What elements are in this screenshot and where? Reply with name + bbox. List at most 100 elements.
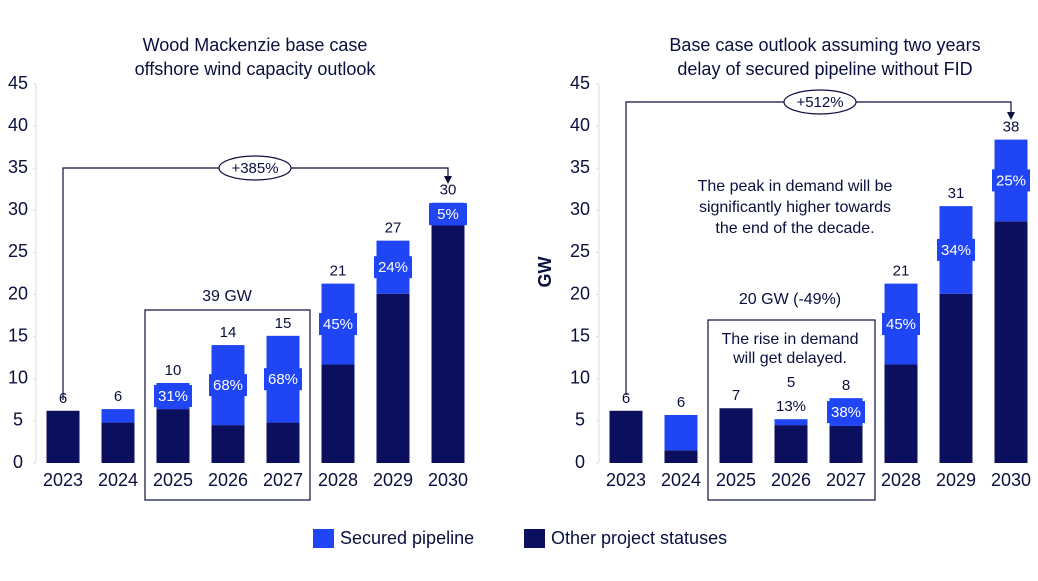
x-tick-label: 2024 <box>661 470 701 490</box>
total-label: 30 <box>440 182 457 199</box>
y-tick-label: 20 <box>570 283 590 303</box>
x-tick-label: 2028 <box>318 470 358 490</box>
bar-segment <box>46 410 80 463</box>
total-label: 7 <box>732 387 740 404</box>
total-label: 27 <box>385 220 402 237</box>
chart-title: Base case outlook assuming two years <box>669 35 980 55</box>
total-label: 14 <box>220 324 237 341</box>
bar-segment <box>321 364 355 463</box>
note: The peak in demand will be <box>698 178 893 195</box>
bar-segment <box>664 414 698 451</box>
share-badge <box>264 368 302 391</box>
x-tick-label: 2029 <box>373 470 413 490</box>
share-label: 31% <box>158 388 188 405</box>
bar-segment <box>156 409 190 463</box>
x-tick-label: 2026 <box>771 470 811 490</box>
total-label: 8 <box>842 377 850 394</box>
bar-segment <box>884 364 918 463</box>
box-note: will get delayed. <box>732 350 847 367</box>
y-tick-label: 45 <box>570 73 590 93</box>
x-tick-label: 2026 <box>208 470 248 490</box>
y-tick-label: 30 <box>8 199 28 219</box>
y-tick-label: 15 <box>8 325 28 345</box>
legend-swatch <box>313 529 334 548</box>
total-label: 6 <box>677 394 685 411</box>
note: significantly higher towards <box>699 199 891 216</box>
total-label: 6 <box>114 388 122 405</box>
y-tick-label: 5 <box>13 410 23 430</box>
bar-segment <box>994 221 1028 463</box>
total-label: 21 <box>893 263 910 280</box>
x-tick-label: 2025 <box>716 470 756 490</box>
y-tick-label: 45 <box>8 73 28 93</box>
x-tick-label: 2024 <box>98 470 138 490</box>
bar-segment <box>101 409 135 423</box>
share-label: 45% <box>323 316 353 333</box>
share-label: 25% <box>996 172 1026 189</box>
total-label: 10 <box>165 362 182 379</box>
y-tick-label: 10 <box>570 368 590 388</box>
total-label: 15 <box>275 315 292 332</box>
bar-segment <box>101 422 135 463</box>
x-tick-label: 2030 <box>991 470 1031 490</box>
y-tick-label: 5 <box>575 410 585 430</box>
x-tick-label: 2030 <box>428 470 468 490</box>
box-note: The rise in demand <box>722 331 859 348</box>
chart-title: Wood Mackenzie base case <box>143 35 368 55</box>
share-badge <box>209 374 247 397</box>
growth-label: +385% <box>231 160 278 177</box>
share-badge <box>429 203 467 226</box>
x-tick-label: 2025 <box>153 470 193 490</box>
share-badge <box>319 313 357 336</box>
y-axis-label: GW <box>535 256 555 287</box>
y-tick-label: 25 <box>8 241 28 261</box>
bar-segment <box>431 225 465 463</box>
y-tick-label: 35 <box>570 157 590 177</box>
share-label: 68% <box>268 371 298 388</box>
chart-title: delay of secured pipeline without FID <box>677 59 972 79</box>
share-badge <box>882 313 920 336</box>
total-label: 31 <box>948 185 965 202</box>
y-tick-label: 0 <box>575 452 585 472</box>
total-label: 38 <box>1003 119 1020 136</box>
x-tick-label: 2023 <box>606 470 646 490</box>
y-tick-label: 35 <box>8 157 28 177</box>
bar-segment <box>266 422 300 463</box>
bar-segment <box>664 450 698 463</box>
share-badge <box>154 385 192 408</box>
share-label: 13% <box>776 398 806 415</box>
bar-segment <box>774 419 808 426</box>
y-tick-label: 0 <box>13 452 23 472</box>
y-tick-label: 40 <box>570 115 590 135</box>
x-tick-label: 2023 <box>43 470 83 490</box>
note: the end of the decade. <box>715 220 874 237</box>
share-label: 34% <box>941 242 971 259</box>
box-label: 20 GW (-49%) <box>739 291 841 308</box>
share-label: 24% <box>378 259 408 276</box>
legend-swatch <box>524 529 545 548</box>
share-label: 38% <box>831 404 861 421</box>
total-label: 6 <box>59 390 67 407</box>
bar-segment <box>211 425 245 463</box>
total-label: 21 <box>330 263 347 280</box>
growth-label: +512% <box>796 94 843 111</box>
total-label: 6 <box>622 390 630 407</box>
share-label: 5% <box>437 206 459 223</box>
x-tick-label: 2027 <box>826 470 866 490</box>
growth-bubble <box>218 155 292 181</box>
y-tick-label: 20 <box>8 283 28 303</box>
bar-segment <box>774 425 808 463</box>
bar-segment <box>376 293 410 463</box>
share-badge <box>937 238 975 261</box>
bar-segment <box>609 410 643 463</box>
growth-bubble <box>783 89 857 115</box>
highlight-box <box>707 319 876 501</box>
chart-title: offshore wind capacity outlook <box>135 59 377 79</box>
x-tick-label: 2028 <box>881 470 921 490</box>
share-label: 45% <box>886 316 916 333</box>
x-tick-label: 2029 <box>936 470 976 490</box>
highlight-box <box>144 309 311 501</box>
bar-segment <box>719 408 753 463</box>
y-tick-label: 40 <box>8 115 28 135</box>
